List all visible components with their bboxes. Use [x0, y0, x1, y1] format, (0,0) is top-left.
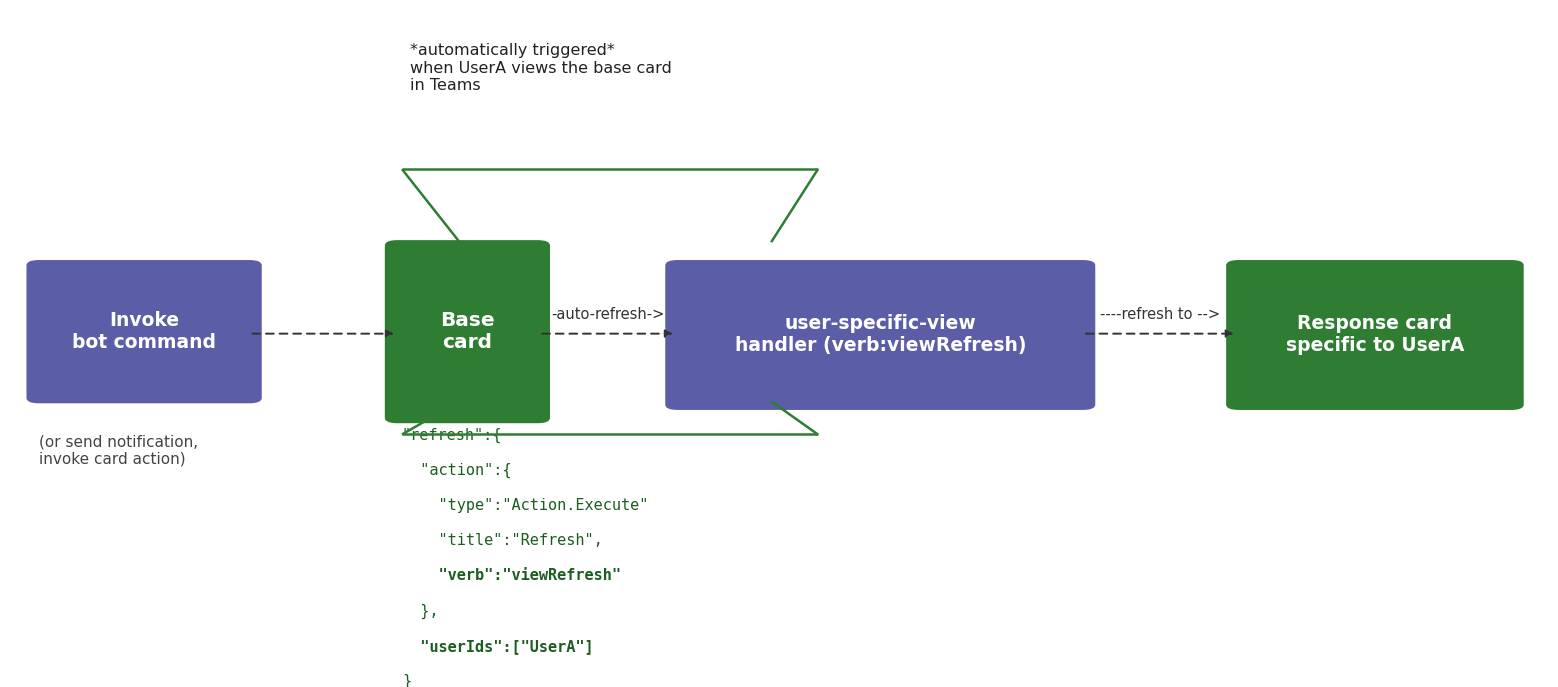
Text: "verb":"viewRefresh": "verb":"viewRefresh" [402, 568, 622, 583]
Text: Response card
specific to UserA: Response card specific to UserA [1285, 315, 1465, 355]
Text: Base
card: Base card [439, 311, 495, 352]
Text: "userIds":["UserA"]: "userIds":["UserA"] [402, 639, 594, 654]
FancyBboxPatch shape [1226, 260, 1524, 410]
Text: user-specific-view
handler (verb:viewRefresh): user-specific-view handler (verb:viewRef… [734, 315, 1027, 355]
Text: -auto-refresh->: -auto-refresh-> [552, 306, 664, 322]
Text: "type":"Action.Execute": "type":"Action.Execute" [402, 498, 648, 513]
FancyBboxPatch shape [385, 240, 550, 423]
FancyBboxPatch shape [26, 260, 262, 403]
Text: "action":{: "action":{ [402, 463, 511, 478]
Text: (or send notification,
invoke card action): (or send notification, invoke card actio… [39, 434, 198, 467]
Text: }: } [402, 674, 411, 687]
Text: *automatically triggered*
when UserA views the base card
in Teams: *automatically triggered* when UserA vie… [410, 43, 671, 93]
FancyBboxPatch shape [665, 260, 1095, 410]
Text: },: }, [402, 604, 438, 619]
Text: Invoke
bot command: Invoke bot command [72, 311, 217, 352]
Text: "title":"Refresh",: "title":"Refresh", [402, 533, 603, 548]
Text: ----refresh to -->: ----refresh to --> [1100, 306, 1220, 322]
Text: "refresh":{: "refresh":{ [402, 428, 502, 443]
